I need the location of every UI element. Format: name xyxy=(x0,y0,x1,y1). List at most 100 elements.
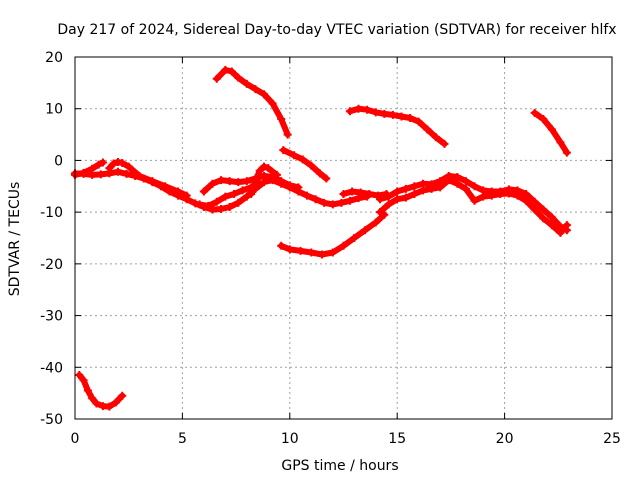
data-point xyxy=(440,139,449,148)
data-point xyxy=(522,196,531,205)
series-arc-12 xyxy=(199,171,303,196)
data-point xyxy=(277,115,286,124)
data-point xyxy=(234,73,243,82)
series-arc-14 xyxy=(195,179,264,210)
data-point xyxy=(530,108,539,117)
data-point xyxy=(105,402,114,411)
data-point xyxy=(393,187,402,196)
data-point xyxy=(227,67,236,76)
data-point xyxy=(217,176,226,185)
data-point xyxy=(522,190,531,199)
data-point xyxy=(255,179,264,188)
data-point xyxy=(148,177,157,186)
data-point xyxy=(195,200,204,209)
data-point xyxy=(92,399,101,408)
data-point xyxy=(311,195,320,204)
data-point xyxy=(307,161,316,170)
data-point xyxy=(328,248,337,257)
data-point xyxy=(208,179,217,188)
data-point xyxy=(105,164,114,173)
data-series xyxy=(71,65,571,411)
data-point xyxy=(365,190,374,199)
data-point xyxy=(363,105,372,114)
series-arc-11 xyxy=(376,176,571,237)
data-point xyxy=(371,218,380,227)
data-point xyxy=(431,133,440,142)
data-point xyxy=(161,182,170,191)
data-point xyxy=(285,181,294,190)
data-point xyxy=(382,190,391,199)
data-point xyxy=(401,193,410,202)
data-point xyxy=(277,177,286,186)
data-point xyxy=(562,148,571,157)
data-point xyxy=(496,190,505,199)
data-point xyxy=(113,167,122,176)
data-point xyxy=(539,115,548,124)
data-point xyxy=(423,125,432,134)
data-point xyxy=(238,186,247,195)
data-point xyxy=(111,398,120,407)
y-tick-label: -40 xyxy=(40,360,63,376)
data-point xyxy=(174,187,183,196)
data-point xyxy=(212,197,221,206)
data-point xyxy=(453,172,462,181)
series-arc-6 xyxy=(279,146,331,183)
data-point xyxy=(272,170,281,179)
data-point xyxy=(328,200,337,209)
data-point xyxy=(229,190,238,199)
data-point xyxy=(242,177,251,186)
plot-frame xyxy=(74,56,613,420)
data-point xyxy=(79,376,88,385)
data-point xyxy=(75,371,84,380)
x-tick-label: 25 xyxy=(603,431,621,447)
data-point xyxy=(260,90,269,99)
data-point xyxy=(479,192,488,201)
data-point xyxy=(182,191,191,200)
chart-title: Day 217 of 2024, Sidereal Day-to-day VTE… xyxy=(57,22,616,38)
data-point xyxy=(285,245,294,254)
data-point xyxy=(427,184,436,193)
data-point xyxy=(354,194,363,203)
data-point xyxy=(225,177,234,186)
data-point xyxy=(118,391,127,400)
data-point xyxy=(124,162,133,171)
data-point xyxy=(376,208,385,217)
data-point xyxy=(371,108,380,117)
data-point xyxy=(234,178,243,187)
data-point xyxy=(453,179,462,188)
data-point xyxy=(283,130,292,139)
data-point xyxy=(360,226,369,235)
data-point xyxy=(547,125,556,134)
data-point xyxy=(79,168,88,177)
series-arc-15 xyxy=(339,187,391,200)
data-point xyxy=(247,183,256,192)
data-point xyxy=(410,190,419,199)
data-point xyxy=(556,138,565,147)
y-tick-label: -10 xyxy=(40,205,63,221)
data-point xyxy=(242,192,251,201)
data-point xyxy=(260,171,269,180)
data-point xyxy=(339,190,348,199)
data-point xyxy=(556,228,565,237)
axis-ticks xyxy=(74,56,613,420)
data-point xyxy=(221,192,230,201)
data-point xyxy=(320,198,329,207)
y-tick-label: 20 xyxy=(45,50,63,66)
data-point xyxy=(294,183,303,192)
data-point xyxy=(345,196,354,205)
series-arc-8 xyxy=(345,104,449,148)
data-point xyxy=(414,117,423,126)
data-point xyxy=(268,99,277,108)
data-point xyxy=(547,213,556,222)
data-point xyxy=(380,109,389,118)
data-point xyxy=(234,198,243,207)
series-arc-2 xyxy=(71,158,107,179)
data-point xyxy=(418,186,427,195)
data-point xyxy=(337,198,346,207)
data-point xyxy=(251,85,260,94)
y-tick-labels: -50 -40 -30 -20 -10 0 10 20 xyxy=(40,50,63,428)
data-point xyxy=(470,182,479,191)
data-point xyxy=(279,146,288,155)
y-tick-label: 10 xyxy=(45,102,63,118)
